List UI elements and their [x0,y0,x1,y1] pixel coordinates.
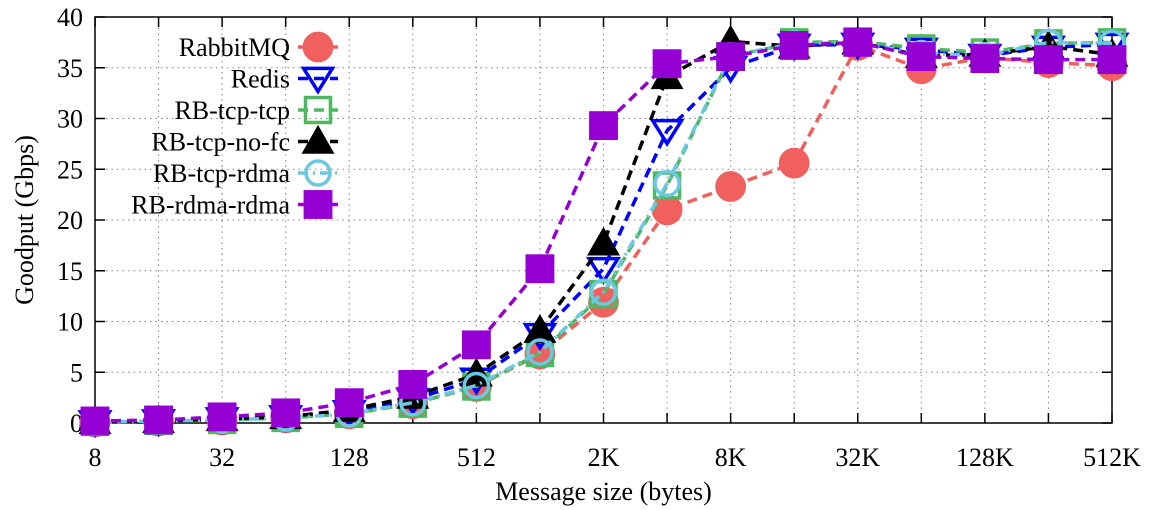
legend-label: RabbitMQ [179,33,290,62]
data-point-rb-rdma-rdma [334,388,364,418]
y-tick-label: 30 [57,105,83,134]
x-tick-label: 512 [457,443,496,472]
series-line-rb-tcp-rdma [94,40,1113,424]
data-point-rb-tcp-rdma [653,169,681,198]
x-tick-label: 128K [956,443,1014,472]
data-point-rb-rdma-rdma [1097,45,1127,75]
x-tick-label: 32K [835,443,880,472]
y-tick-label: 25 [57,155,83,184]
legend-marker-rb-tcp-tcp [303,95,333,125]
legend-marker-rabbitmq [302,31,334,63]
data-point-rabbitmq [778,147,810,179]
legend-entry-rb-tcp-tcp: RB-tcp-tcp [174,95,338,125]
data-point-rb-rdma-rdma [652,49,682,79]
grid-lines [95,17,1112,423]
data-point-rb-tcp-rdma [589,278,618,306]
legend-marker-rb-tcp-rdma [304,159,332,187]
x-tick-label: 512K [1083,443,1141,472]
data-point-rb-rdma-rdma [207,402,237,432]
legend-entry-rb-tcp-rdma: RB-tcp-rdma [153,159,338,188]
legend-label: Redis [231,65,290,94]
legend-entry-rb-rdma-rdma: RB-rdma-rdma [131,190,338,220]
y-tick-label: 20 [57,206,83,235]
y-tick-label: 5 [70,358,83,387]
legend-label: RB-rdma-rdma [131,191,290,220]
y-axis-title: Goodput (Gbps) [10,135,39,305]
y-tick-label: 35 [57,54,83,83]
data-point-rb-tcp-rdma [526,338,554,366]
data-point-rb-rdma-rdma [716,42,746,72]
data-point-rabbitmq [588,286,619,318]
legend-marker-rb-tcp-no-fc [301,124,335,154]
legend-entry-rabbitmq: RabbitMQ [179,31,338,63]
x-tick-label: 8 [89,443,102,472]
legend-label: RB-tcp-tcp [174,96,290,125]
data-point-rb-rdma-rdma [271,398,301,428]
legend-entry-rb-tcp-no-fc: RB-tcp-no-fc [151,124,338,157]
data-point-rb-tcp-no-fc [523,314,557,343]
data-point-rb-tcp-no-fc [587,226,620,256]
data-point-rabbitmq [715,171,747,202]
data-point-rb-tcp-rdma [462,371,491,400]
data-point-rb-rdma-rdma [589,111,618,141]
y-tick-label: 15 [57,257,83,286]
axis-ticks: 0 5 10 15 20 25 30 35 40 8 32 128 512 2K 8K 32K 128K 512K [57,3,1141,472]
data-point-rb-rdma-rdma [398,370,428,399]
data-point-rb-rdma-rdma [843,27,873,57]
data-point-rb-rdma-rdma [1034,45,1063,75]
x-tick-label: 8K [715,443,747,472]
data-point-redis [585,256,622,285]
data-point-rb-rdma-rdma [970,44,1000,74]
data-point-rb-rdma-rdma [461,330,491,360]
series-layer [77,24,1130,439]
series-rb-rdma-rdma [80,27,1127,436]
x-tick-label: 2K [588,443,620,472]
data-point-rb-rdma-rdma [525,254,555,284]
data-point-rb-rdma-rdma [80,406,110,436]
legend-label: RB-tcp-rdma [153,159,291,188]
x-tick-label: 32 [209,443,235,472]
data-point-rb-rdma-rdma [906,42,936,72]
data-point-rb-rdma-rdma [779,31,809,60]
y-tick-label: 10 [57,308,83,337]
legend-entry-redis: Redis [231,65,338,95]
x-tick-label: 128 [330,443,369,472]
y-tick-label: 0 [70,409,83,438]
legend-label: RB-tcp-no-fc [151,128,290,157]
series-line-rb-rdma-rdma [94,40,1112,423]
legend-marker-rb-rdma-rdma [303,190,333,219]
y-tick-label: 40 [57,3,83,32]
legend-marker-redis [300,66,336,95]
data-point-rb-rdma-rdma [144,405,173,435]
x-axis-title: Message size (bytes) [495,477,712,506]
data-point-redis [649,118,685,147]
